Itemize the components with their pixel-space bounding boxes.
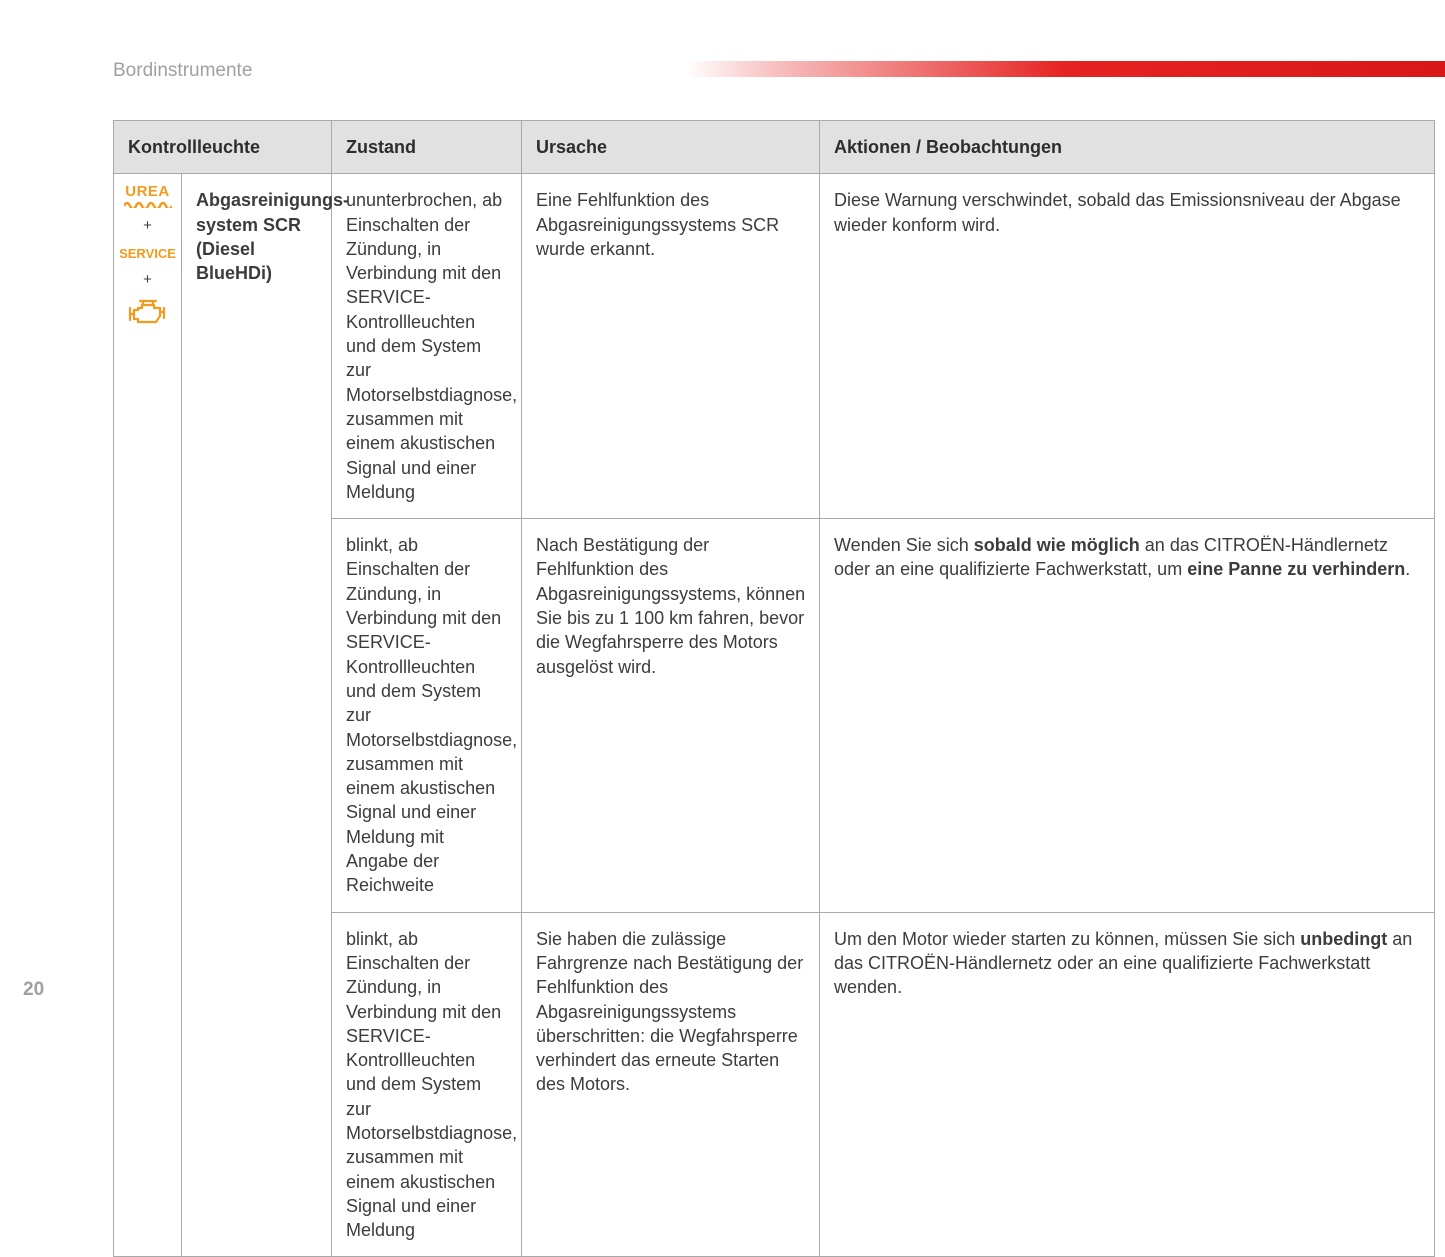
cause-cell: Sie haben die zulässige Fahrgrenze nach … (522, 912, 820, 1257)
plus-separator: + (118, 270, 177, 290)
cause-cell: Eine Fehlfunktion des Abgasreinigungssys… (522, 174, 820, 519)
col-header-cause: Ursache (522, 121, 820, 174)
table-row: UREA + SERVICE + Abgasreinigungs- (114, 174, 1435, 519)
col-header-action: Aktionen / Beobachtungen (820, 121, 1435, 174)
col-header-lamp: Kontrollleuchte (114, 121, 332, 174)
state-cell: blinkt, ab Einschalten der Zündung, in V… (332, 912, 522, 1257)
warning-icon-cell: UREA + SERVICE + (114, 174, 182, 1257)
warning-label-line: Abgasreinigungs- (196, 190, 349, 210)
warning-label-line: (Diesel BlueHDi) (196, 239, 272, 283)
col-header-state: Zustand (332, 121, 522, 174)
action-text: . (1405, 559, 1410, 579)
urea-wave-icon (124, 200, 172, 208)
state-cell: ununterbrochen, ab Einschalten der Zündu… (332, 174, 522, 519)
action-text: Um den Motor wieder starten zu können, m… (834, 929, 1300, 949)
action-text: Wenden Sie sich (834, 535, 974, 555)
action-cell: Wenden Sie sich sobald wie möglich an da… (820, 519, 1435, 912)
warning-table-container: Kontrollleuchte Zustand Ursache Aktionen… (113, 120, 1435, 1257)
warning-label-line: system SCR (196, 215, 301, 235)
cause-cell: Nach Bestätigung der Fehlfunktion des Ab… (522, 519, 820, 912)
page-number: 20 (23, 979, 44, 1001)
action-bold: sobald wie möglich (974, 535, 1140, 555)
section-title: Bordinstrumente (113, 60, 252, 82)
action-bold: unbedingt (1300, 929, 1387, 949)
urea-icon-label: UREA (118, 184, 177, 199)
warning-label-cell: Abgasreinigungs- system SCR (Diesel Blue… (182, 174, 332, 1257)
service-icon-label: SERVICE (118, 245, 177, 263)
action-cell: Diese Warnung verschwindet, sobald das E… (820, 174, 1435, 519)
warning-table: Kontrollleuchte Zustand Ursache Aktionen… (113, 120, 1435, 1257)
plus-separator: + (118, 216, 177, 236)
state-cell: blinkt, ab Einschalten der Zündung, in V… (332, 519, 522, 912)
table-header-row: Kontrollleuchte Zustand Ursache Aktionen… (114, 121, 1435, 174)
engine-icon (128, 298, 168, 328)
header-accent-bar (685, 61, 1445, 77)
action-bold: eine Panne zu verhindern (1187, 559, 1405, 579)
action-cell: Um den Motor wieder starten zu können, m… (820, 912, 1435, 1257)
